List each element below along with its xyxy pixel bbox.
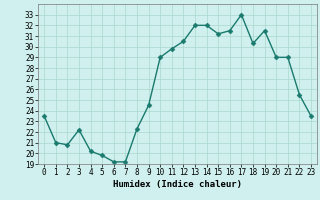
X-axis label: Humidex (Indice chaleur): Humidex (Indice chaleur) bbox=[113, 180, 242, 189]
